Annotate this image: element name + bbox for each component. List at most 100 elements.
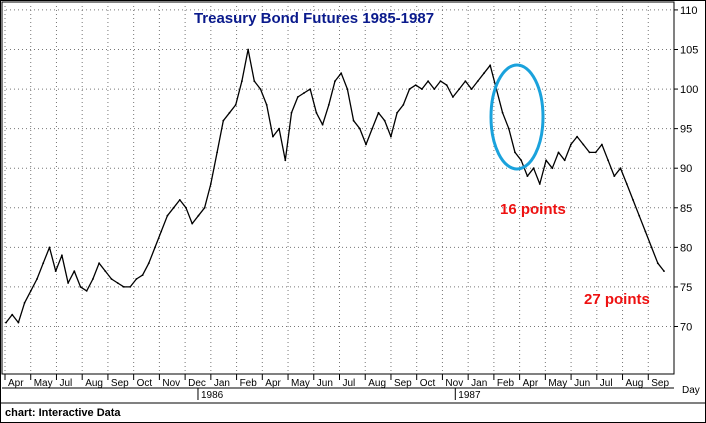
data-point — [464, 80, 467, 82]
y-tick-label: 105 — [680, 44, 698, 56]
data-point — [551, 167, 554, 170]
grid — [2, 2, 674, 374]
data-point — [352, 119, 355, 122]
y-axis: 70 75 80 85 90 95 100 105 110 — [674, 5, 698, 334]
data-point — [61, 254, 63, 257]
data-point — [588, 151, 591, 154]
x-tick-label: Sep — [651, 378, 669, 389]
data-point — [79, 286, 82, 288]
data-point — [11, 313, 14, 316]
data-point — [265, 104, 268, 106]
data-point — [383, 119, 386, 122]
data-point — [520, 159, 523, 162]
data-point — [29, 290, 32, 292]
x-tick-label: Jan — [214, 378, 230, 389]
data-point — [172, 206, 175, 209]
data-point — [48, 246, 51, 249]
data-point — [390, 135, 392, 138]
x-unit-label: Day — [682, 385, 700, 396]
series-layer — [5, 48, 665, 324]
data-point — [427, 80, 429, 82]
data-point — [625, 183, 628, 185]
data-point — [507, 127, 510, 130]
data-point — [272, 135, 274, 138]
data-point — [445, 84, 448, 86]
x-tick-label: Jun — [317, 378, 333, 389]
data-point — [166, 214, 169, 217]
data-point — [514, 151, 516, 154]
y-tick-label: 80 — [680, 242, 692, 254]
x-tick-label: May — [548, 378, 567, 389]
y-tick-label: 70 — [680, 322, 692, 334]
highlight-ellipse — [489, 63, 545, 171]
x-tick-label: Sep — [394, 378, 412, 389]
data-point — [135, 278, 138, 280]
data-point — [656, 262, 659, 265]
data-point — [36, 278, 38, 280]
x-tick-label: Nov — [162, 378, 180, 389]
data-point — [203, 206, 206, 209]
data-point — [191, 222, 194, 225]
x-tick-label: Feb — [240, 378, 258, 389]
data-point — [476, 80, 479, 82]
x-tick-label: Dec — [188, 378, 206, 389]
year-axis: 1986 1987 — [197, 388, 481, 401]
data-point — [663, 270, 665, 272]
source-caption: chart: Interactive Data — [5, 407, 121, 419]
plot-area — [1, 1, 675, 375]
x-tick-label: May — [34, 378, 53, 389]
data-point — [327, 104, 330, 106]
data-point — [259, 88, 262, 90]
x-tick-label: Feb — [497, 378, 515, 389]
data-point — [532, 167, 535, 170]
data-point — [408, 88, 411, 90]
data-point — [147, 262, 150, 265]
x-tick-label: Sep — [111, 378, 129, 389]
data-point — [309, 88, 312, 90]
data-point — [632, 199, 634, 201]
data-point — [358, 127, 361, 130]
data-point — [278, 127, 280, 130]
data-point — [650, 246, 653, 249]
data-point — [576, 135, 578, 138]
data-point — [178, 199, 181, 201]
data-point — [433, 88, 436, 90]
data-point — [141, 274, 144, 276]
data-point — [253, 80, 256, 82]
data-point — [315, 111, 318, 114]
x-tick-label: Oct — [137, 378, 153, 389]
data-point — [241, 80, 243, 82]
data-point — [54, 270, 57, 272]
data-point — [197, 214, 200, 217]
data-point — [538, 183, 541, 185]
data-point — [340, 72, 343, 75]
x-tick-label: May — [291, 378, 310, 389]
data-point — [23, 301, 26, 304]
data-point — [402, 104, 405, 106]
data-point — [303, 92, 305, 94]
data-point — [377, 111, 380, 114]
data-point — [321, 123, 324, 126]
data-point — [582, 143, 585, 146]
data-point — [104, 270, 107, 272]
x-tick-label: Apr — [265, 378, 281, 389]
y-tick-label: 95 — [680, 124, 692, 136]
x-tick-label: Jul — [343, 378, 356, 389]
data-point — [17, 321, 20, 324]
data-point — [5, 321, 7, 324]
data-point — [563, 159, 566, 162]
data-point — [501, 111, 504, 114]
x-tick-label: Aug — [626, 378, 644, 389]
x-tick-label: Apr — [523, 378, 539, 389]
data-point — [396, 111, 398, 114]
data-point — [545, 159, 547, 162]
data-point — [98, 262, 100, 265]
year-label: 1986 — [201, 390, 224, 401]
x-tick-label: Jan — [471, 378, 487, 389]
data-point — [92, 278, 94, 280]
data-point — [42, 262, 45, 265]
data-point — [489, 64, 492, 67]
data-point — [110, 278, 113, 280]
data-point — [470, 88, 473, 90]
